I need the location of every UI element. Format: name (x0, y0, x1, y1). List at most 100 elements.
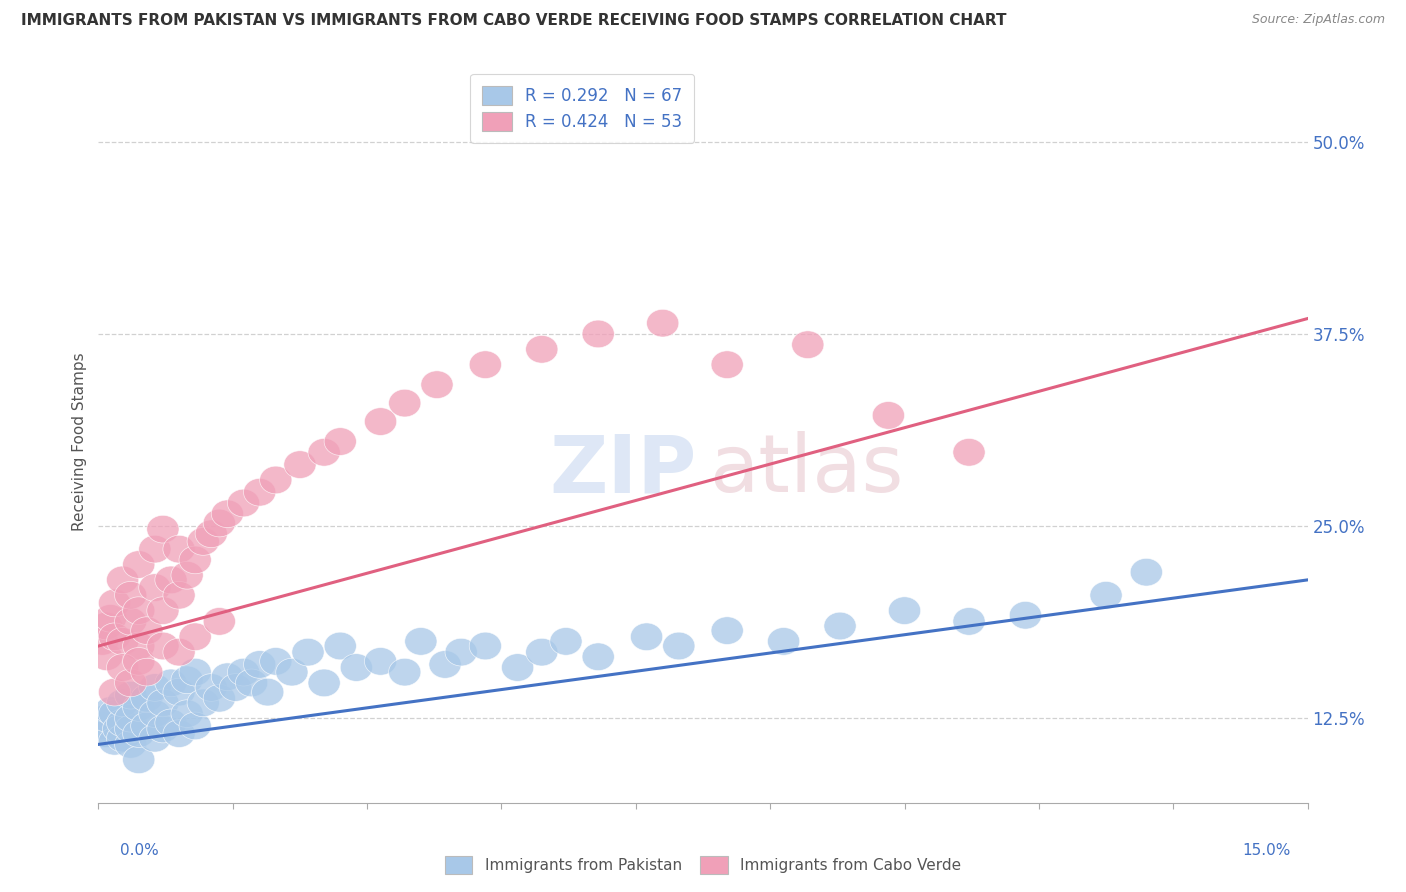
Ellipse shape (146, 516, 179, 543)
Ellipse shape (582, 643, 614, 671)
Ellipse shape (86, 712, 118, 739)
Ellipse shape (131, 684, 163, 712)
Ellipse shape (90, 612, 122, 640)
Text: atlas: atlas (709, 432, 904, 509)
Ellipse shape (228, 658, 260, 686)
Ellipse shape (792, 331, 824, 359)
Ellipse shape (364, 648, 396, 675)
Ellipse shape (172, 561, 204, 589)
Ellipse shape (204, 607, 235, 635)
Ellipse shape (470, 351, 502, 378)
Ellipse shape (98, 589, 131, 616)
Ellipse shape (243, 478, 276, 506)
Ellipse shape (284, 450, 316, 478)
Ellipse shape (163, 582, 195, 609)
Ellipse shape (146, 715, 179, 743)
Ellipse shape (114, 681, 146, 709)
Ellipse shape (139, 673, 172, 701)
Text: IMMIGRANTS FROM PAKISTAN VS IMMIGRANTS FROM CABO VERDE RECEIVING FOOD STAMPS COR: IMMIGRANTS FROM PAKISTAN VS IMMIGRANTS F… (21, 13, 1007, 29)
Ellipse shape (1010, 601, 1042, 629)
Ellipse shape (90, 720, 122, 747)
Text: 15.0%: 15.0% (1243, 843, 1291, 858)
Text: 0.0%: 0.0% (120, 843, 159, 858)
Ellipse shape (405, 628, 437, 656)
Ellipse shape (163, 678, 195, 706)
Ellipse shape (388, 658, 420, 686)
Legend: R = 0.292   N = 67, R = 0.424   N = 53: R = 0.292 N = 67, R = 0.424 N = 53 (470, 74, 695, 143)
Ellipse shape (243, 650, 276, 678)
Ellipse shape (179, 546, 211, 574)
Ellipse shape (90, 643, 122, 671)
Ellipse shape (526, 639, 558, 666)
Ellipse shape (711, 351, 744, 378)
Ellipse shape (308, 439, 340, 467)
Ellipse shape (502, 654, 534, 681)
Ellipse shape (139, 700, 172, 728)
Ellipse shape (889, 597, 921, 624)
Ellipse shape (388, 389, 420, 417)
Ellipse shape (139, 574, 172, 601)
Ellipse shape (146, 597, 179, 624)
Ellipse shape (260, 648, 292, 675)
Ellipse shape (155, 566, 187, 594)
Ellipse shape (139, 535, 172, 563)
Ellipse shape (155, 709, 187, 737)
Ellipse shape (228, 489, 260, 516)
Ellipse shape (630, 623, 662, 650)
Ellipse shape (172, 666, 204, 694)
Ellipse shape (582, 320, 614, 348)
Ellipse shape (122, 550, 155, 578)
Ellipse shape (114, 669, 146, 697)
Ellipse shape (662, 632, 695, 660)
Ellipse shape (107, 689, 139, 716)
Ellipse shape (146, 689, 179, 716)
Ellipse shape (340, 654, 373, 681)
Ellipse shape (103, 715, 135, 743)
Ellipse shape (768, 628, 800, 656)
Ellipse shape (172, 700, 204, 728)
Ellipse shape (325, 427, 356, 456)
Ellipse shape (308, 669, 340, 697)
Ellipse shape (139, 724, 172, 752)
Ellipse shape (260, 467, 292, 494)
Ellipse shape (114, 731, 146, 758)
Ellipse shape (292, 639, 325, 666)
Ellipse shape (98, 728, 131, 756)
Ellipse shape (325, 632, 356, 660)
Ellipse shape (122, 694, 155, 722)
Text: Source: ZipAtlas.com: Source: ZipAtlas.com (1251, 13, 1385, 27)
Ellipse shape (470, 632, 502, 660)
Ellipse shape (107, 654, 139, 681)
Ellipse shape (114, 705, 146, 732)
Ellipse shape (155, 669, 187, 697)
Ellipse shape (107, 709, 139, 737)
Ellipse shape (94, 605, 127, 632)
Ellipse shape (114, 715, 146, 743)
Ellipse shape (107, 628, 139, 656)
Ellipse shape (187, 528, 219, 556)
Ellipse shape (146, 632, 179, 660)
Ellipse shape (429, 650, 461, 678)
Ellipse shape (114, 607, 146, 635)
Ellipse shape (187, 689, 219, 716)
Ellipse shape (446, 639, 477, 666)
Ellipse shape (122, 720, 155, 747)
Ellipse shape (122, 648, 155, 675)
Ellipse shape (204, 509, 235, 537)
Ellipse shape (122, 597, 155, 624)
Ellipse shape (195, 673, 228, 701)
Ellipse shape (252, 678, 284, 706)
Ellipse shape (420, 371, 453, 399)
Ellipse shape (179, 658, 211, 686)
Ellipse shape (824, 612, 856, 640)
Ellipse shape (131, 712, 163, 739)
Ellipse shape (163, 720, 195, 747)
Ellipse shape (122, 746, 155, 773)
Ellipse shape (98, 678, 131, 706)
Ellipse shape (90, 705, 122, 732)
Ellipse shape (86, 628, 118, 656)
Ellipse shape (163, 639, 195, 666)
Ellipse shape (114, 582, 146, 609)
Ellipse shape (195, 520, 228, 548)
Ellipse shape (131, 616, 163, 644)
